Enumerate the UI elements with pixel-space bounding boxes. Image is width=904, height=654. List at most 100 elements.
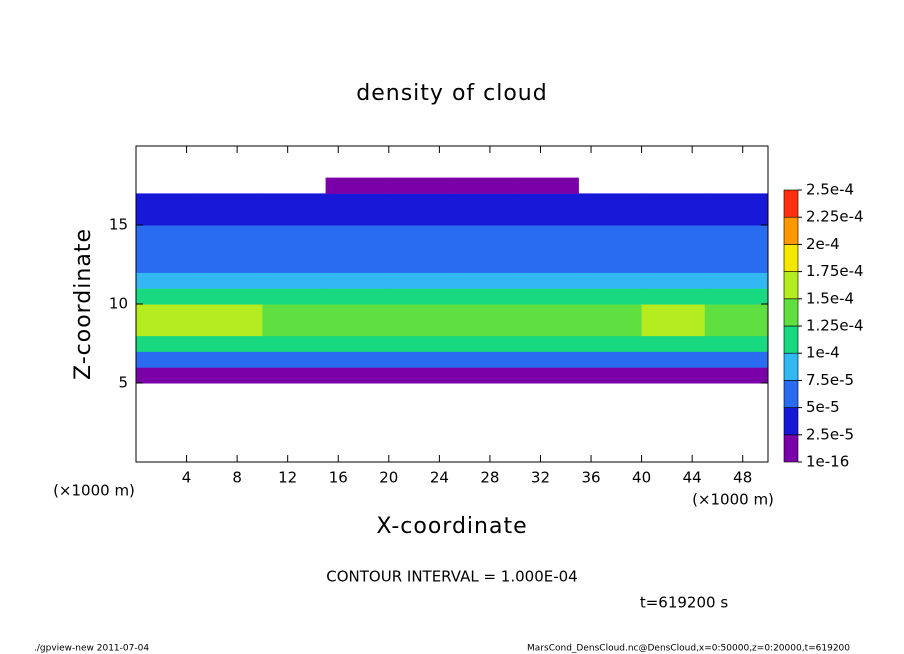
cell	[136, 335, 200, 352]
cell	[199, 240, 263, 258]
cell	[704, 335, 769, 352]
cell	[325, 304, 390, 321]
y-axis-label: Z-coordinate	[71, 228, 96, 380]
cell	[515, 319, 579, 337]
cell	[325, 288, 390, 305]
colorbar-swatch	[783, 298, 799, 327]
cell	[452, 335, 516, 352]
cell	[136, 225, 200, 242]
cell	[515, 225, 579, 242]
colorbar-label: 5e-5	[806, 398, 840, 416]
y-tick-label: 5	[118, 374, 128, 392]
colorbar-label: 2e-4	[806, 235, 840, 253]
cell	[641, 319, 706, 337]
cell	[199, 304, 263, 321]
x-tick-label: 32	[531, 469, 550, 487]
cell	[452, 209, 516, 226]
colorbar-swatch	[783, 244, 799, 272]
colorbar-label: 1.75e-4	[806, 262, 864, 280]
cell	[136, 209, 200, 226]
cell	[578, 272, 643, 289]
colorbar-label: 7.5e-5	[806, 371, 854, 389]
cell	[641, 256, 706, 273]
cell	[515, 288, 579, 305]
cell	[452, 367, 516, 384]
cell	[641, 225, 706, 242]
cell	[199, 335, 263, 352]
cell	[388, 319, 453, 337]
cell	[515, 177, 579, 194]
colorbar-label: 2.5e-5	[806, 425, 854, 443]
cell	[704, 367, 769, 384]
cell	[388, 240, 453, 258]
cell	[452, 193, 516, 210]
cell	[515, 209, 579, 226]
cell	[452, 351, 516, 368]
cell	[641, 272, 706, 289]
cell	[452, 304, 516, 321]
annotation: CONTOUR INTERVAL = 1.000E-04	[326, 568, 577, 586]
cell	[452, 319, 516, 337]
colorbar-swatch	[783, 216, 799, 245]
cell	[641, 367, 706, 384]
cell	[325, 272, 390, 289]
cell	[136, 272, 200, 289]
cell	[452, 225, 516, 242]
x-tick-label: 4	[182, 469, 192, 487]
cell	[388, 177, 453, 194]
cell	[578, 304, 643, 321]
colorbar-swatch	[783, 352, 799, 381]
cell	[388, 256, 453, 273]
cell	[136, 351, 200, 368]
colorbar-swatch	[783, 189, 799, 218]
chart-title: density of cloud	[356, 81, 547, 106]
cell	[199, 256, 263, 273]
cell	[262, 335, 327, 352]
x-tick-label: 28	[480, 469, 499, 487]
cell	[325, 351, 390, 368]
cell	[704, 256, 769, 273]
cell	[641, 288, 706, 305]
x-unit: (×1000 m)	[53, 482, 135, 500]
cell	[515, 240, 579, 258]
cell	[136, 240, 200, 258]
cell	[515, 335, 579, 352]
cell	[262, 225, 327, 242]
cell	[325, 367, 390, 384]
cell	[325, 335, 390, 352]
cell	[641, 209, 706, 226]
cell	[578, 225, 643, 242]
cell	[199, 209, 263, 226]
colorbar-swatch	[783, 407, 799, 436]
cell	[262, 256, 327, 273]
cell	[452, 272, 516, 289]
cell	[388, 193, 453, 210]
cell	[262, 367, 327, 384]
footer: MarsCond_DensCloud.nc@DensCloud,x=0:5000…	[527, 644, 850, 654]
cell	[199, 272, 263, 289]
cell	[199, 351, 263, 368]
cell	[262, 304, 327, 321]
cell	[704, 193, 769, 210]
colorbar-swatch	[783, 325, 799, 354]
colorbar-swatch	[783, 380, 799, 408]
x-tick-label: 20	[379, 469, 398, 487]
cell	[515, 351, 579, 368]
cell	[578, 351, 643, 368]
cell	[515, 256, 579, 273]
annotation: t=619200 s	[640, 594, 728, 612]
colorbar-swatch	[783, 271, 799, 300]
cell	[515, 304, 579, 321]
cell	[704, 209, 769, 226]
cell	[704, 272, 769, 289]
cell	[136, 304, 200, 321]
cell	[325, 319, 390, 337]
cell	[578, 256, 643, 273]
cell	[262, 319, 327, 337]
cell	[262, 240, 327, 258]
cell	[578, 319, 643, 337]
cell	[578, 335, 643, 352]
cell	[641, 351, 706, 368]
cell	[704, 225, 769, 242]
x-tick-label: 12	[278, 469, 297, 487]
